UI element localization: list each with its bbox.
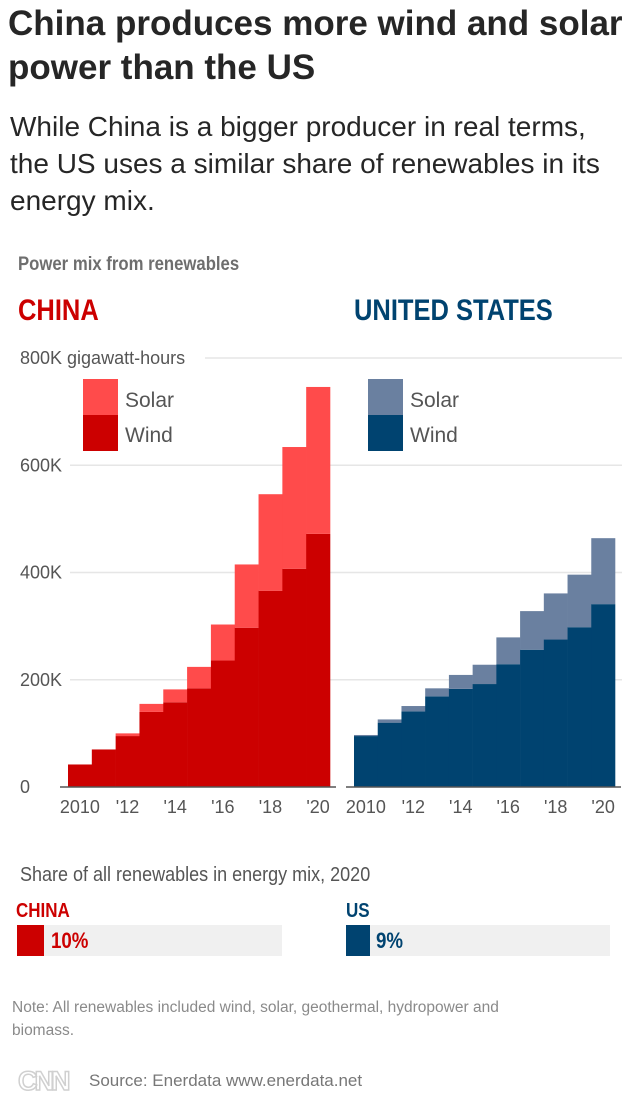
us-solar-bar <box>472 664 497 685</box>
source: Source: Enerdata www.enerdata.net <box>89 1071 363 1090</box>
share-china-fill <box>17 925 44 956</box>
us-wind-bar <box>401 711 426 787</box>
us-solar-bar <box>354 734 379 737</box>
page-title: China produces more wind and solar power… <box>8 4 623 87</box>
china-wind-bar <box>187 688 212 787</box>
china-solar-bar <box>210 624 236 661</box>
china-x-tick-label: '18 <box>259 797 282 817</box>
china-wind-bar <box>91 749 116 787</box>
china-solar-bar <box>234 564 259 628</box>
us-x-tick-label: '20 <box>591 797 614 817</box>
us-wind-bar <box>496 664 521 787</box>
us-chart-title: UNITED STATES <box>354 294 553 327</box>
us-solar-bar <box>448 674 473 689</box>
china-wind-bar <box>258 590 283 787</box>
share-us-value: 9% <box>376 928 404 953</box>
us-wind-bar <box>567 627 592 787</box>
us-wind-bar <box>520 649 545 787</box>
us-legend-wind-swatch <box>368 415 403 451</box>
us-solar-bar <box>591 538 616 605</box>
china-solar-bar <box>139 703 164 712</box>
china-wind-bar <box>210 660 236 787</box>
china-x-tick-label: '12 <box>116 797 139 817</box>
china-solar-bar <box>258 494 283 591</box>
footnote: Note: All renewables included wind, sola… <box>12 999 499 1039</box>
china-x-tick-label: '16 <box>211 797 234 817</box>
china-wind-bar <box>282 568 307 787</box>
china-x-tick-label: '14 <box>163 797 186 817</box>
us-wind-bar <box>377 722 402 787</box>
share-title: Share of all renewables in energy mix, 2… <box>20 864 371 886</box>
y-tick-label: 400K <box>20 563 62 583</box>
y-tick-label: 600K <box>20 455 62 475</box>
china-solar-bar <box>163 689 188 703</box>
us-solar-bar <box>520 611 545 650</box>
china-x-tick-label: '20 <box>306 797 329 817</box>
china-legend-wind-swatch <box>83 415 118 451</box>
us-x-tick-label: '18 <box>544 797 567 817</box>
share-us-label: US <box>346 900 370 922</box>
china-legend-solar: Solar <box>125 389 174 412</box>
us-x-tick-label: 2010 <box>346 797 386 817</box>
china-x-tick-label: 2010 <box>60 797 100 817</box>
china-wind-bar <box>306 533 331 787</box>
china-solar-bar <box>306 386 331 534</box>
us-wind-bar <box>543 639 568 787</box>
share-china-label: CHINA <box>16 900 70 922</box>
us-legend-wind: Wind <box>410 424 458 447</box>
china-legend-solar-swatch <box>83 379 118 415</box>
china-legend-wind: Wind <box>125 424 173 447</box>
china-wind-bar <box>163 702 188 787</box>
cnn-logo: CNN <box>17 1065 71 1097</box>
china-solar-bar <box>115 733 140 737</box>
china-solar-bar <box>282 447 307 569</box>
us-wind-bar <box>472 684 497 787</box>
us-wind-bar <box>448 688 473 787</box>
china-chart-title: CHINA <box>18 294 99 327</box>
us-solar-bar <box>425 688 450 697</box>
china-solar-bar <box>187 666 212 689</box>
china-wind-bar <box>139 711 164 787</box>
us-solar-bar <box>377 719 402 723</box>
y-tick-label: 800K gigawatt-hours <box>20 348 185 368</box>
us-x-tick-label: '16 <box>496 797 519 817</box>
subtitle: While China is a bigger producer in real… <box>10 111 600 216</box>
bar-charts: 0 200K 400K 600K 800K gigawatt-hours 2010 '12 '… <box>20 348 622 817</box>
share-us-fill <box>346 925 370 956</box>
share-china-value: 10% <box>51 928 89 953</box>
us-legend-solar-swatch <box>368 379 403 415</box>
us-wind-bar <box>591 604 616 787</box>
us-x-tick-label: '12 <box>402 797 425 817</box>
us-x-tick-label: '14 <box>449 797 472 817</box>
us-solar-bar <box>496 637 521 665</box>
y-tick-label: 200K <box>20 670 62 690</box>
china-wind-bar <box>68 764 93 787</box>
us-wind-bar <box>425 696 450 787</box>
us-solar-bar <box>567 574 592 628</box>
share-china-bar: 10% <box>17 925 282 956</box>
china-wind-bar <box>115 736 140 787</box>
section-label: Power mix from renewables <box>18 254 240 275</box>
y-tick-label: 0 <box>20 777 30 797</box>
china-wind-bar <box>234 627 259 787</box>
us-legend-solar: Solar <box>410 389 459 412</box>
share-us-bar: 9% <box>346 925 610 956</box>
us-solar-bar <box>401 706 426 712</box>
us-solar-bar <box>543 593 568 640</box>
us-wind-bar <box>354 736 379 787</box>
